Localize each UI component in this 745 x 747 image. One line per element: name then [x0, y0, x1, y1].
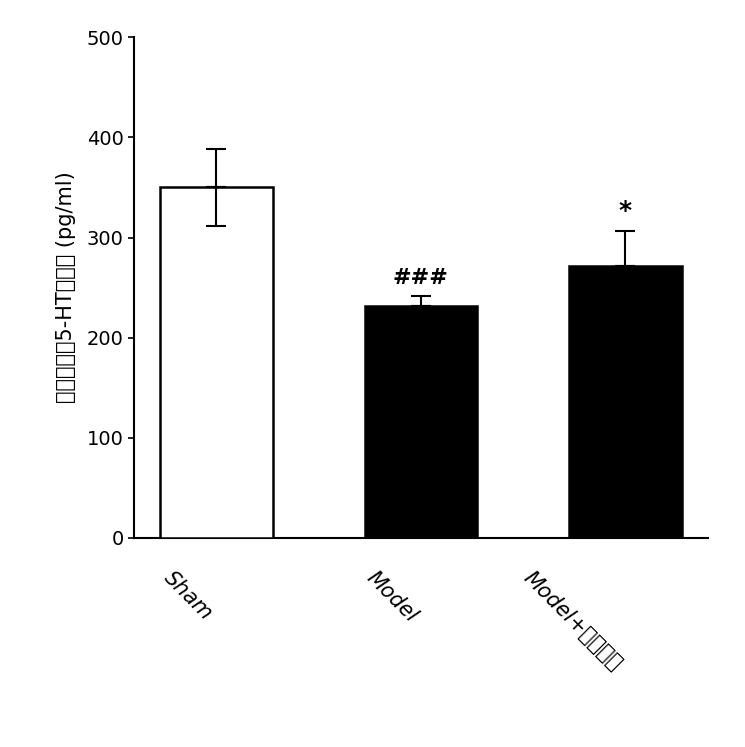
Text: Model: Model	[363, 568, 421, 626]
Y-axis label: 小鼠海马区5-HT的含量 (pg/ml): 小鼠海马区5-HT的含量 (pg/ml)	[56, 172, 75, 403]
Bar	[569, 266, 682, 538]
Text: Sham: Sham	[160, 568, 216, 624]
Text: ###: ###	[393, 267, 448, 288]
Bar	[160, 187, 273, 538]
Bar	[365, 306, 477, 538]
Text: *: *	[619, 199, 632, 223]
Text: Model+苒柄花素: Model+苒柄花素	[519, 568, 626, 674]
